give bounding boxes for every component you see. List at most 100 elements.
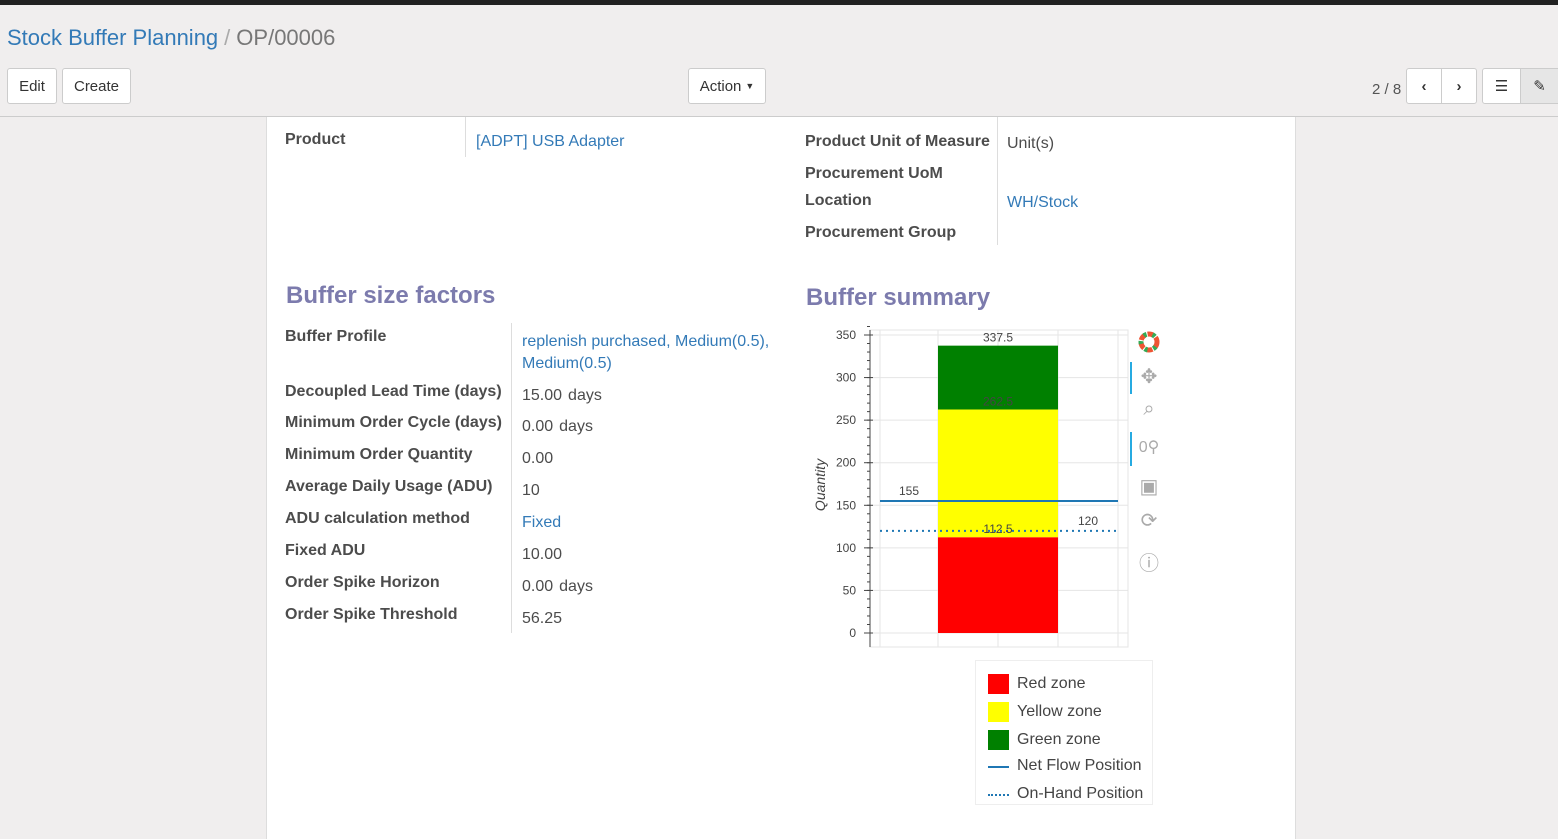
product-link[interactable]: [ADPT] USB Adapter: [476, 133, 625, 150]
zone-label-1: 262.5: [983, 395, 1013, 409]
factor-value: 0.00: [522, 448, 782, 470]
zone-label-0: 112.5: [983, 522, 1012, 536]
wheel-zoom-icon[interactable]: 0⚲: [1138, 439, 1160, 456]
caret-down-icon: ▼: [745, 81, 755, 91]
factor-label: Minimum Order Cycle (days): [285, 414, 502, 431]
legend-swatch: [988, 730, 1009, 750]
factor-unit: days: [559, 418, 593, 435]
pan-icon[interactable]: ✥: [1140, 366, 1158, 388]
y-tick-label: 300: [836, 371, 856, 385]
factor-unit: days: [568, 387, 602, 404]
next-record-button[interactable]: ›: [1441, 68, 1477, 104]
legend-item-green: Green zone: [988, 730, 1101, 750]
factor-label: Fixed ADU: [285, 542, 366, 559]
divider: [511, 323, 512, 633]
chart-legend: Red zone Yellow zone Green zone Net Flow…: [975, 660, 1153, 805]
factor-value-text: Fixed: [522, 514, 562, 531]
y-tick-label: 200: [836, 456, 856, 470]
pager-value: 2 / 8: [1372, 81, 1402, 98]
edit-button[interactable]: Edit: [7, 68, 57, 104]
factor-value: 10: [522, 480, 782, 502]
procurement-uom-label: Procurement UoM: [805, 165, 943, 182]
factor-value-text: 0.00: [522, 418, 554, 435]
buffer-summary-title: Buffer summary: [806, 284, 991, 311]
on-hand-label: 120: [1078, 514, 1098, 528]
zone-bar-1: [938, 409, 1058, 538]
buffer-factors-title: Buffer size factors: [286, 282, 496, 309]
factor-unit: days: [559, 578, 593, 595]
legend-swatch: [988, 674, 1009, 694]
box-zoom-icon[interactable]: ⌕: [1143, 398, 1155, 420]
uom-value: Unit(s): [1007, 135, 1055, 152]
action-label: Action: [699, 77, 742, 95]
legend-label: On-Hand Position: [1017, 785, 1144, 802]
legend-swatch: [988, 702, 1009, 722]
control-panel: Stock Buffer Planning / OP/00006 Edit Crea…: [0, 5, 1558, 117]
factor-value[interactable]: replenish purchased, Medium(0.5), Medium…: [522, 331, 782, 375]
factor-label: Decoupled Lead Time (days): [285, 383, 502, 400]
legend-label: Net Flow Position: [1017, 757, 1142, 774]
net-flow-label: 155: [899, 484, 919, 498]
list-icon: ☰: [1494, 78, 1509, 95]
active-tool-indicator: [1130, 432, 1132, 466]
location-label: Location: [805, 192, 872, 209]
action-dropdown[interactable]: Action ▼: [688, 68, 766, 104]
factor-value: 0.00 days: [522, 576, 782, 598]
factor-value-text: replenish purchased, Medium(0.5), Medium…: [522, 333, 770, 372]
procurement-group-label: Procurement Group: [805, 224, 957, 241]
factor-value-text: 10.00: [522, 546, 563, 563]
legend-label: Green zone: [1017, 731, 1101, 748]
chevron-left-icon: ‹: [1421, 77, 1427, 95]
factor-value: 56.25: [522, 608, 782, 630]
y-tick-label: 250: [836, 413, 856, 427]
breadcrumb: Stock Buffer Planning / OP/00006: [7, 25, 336, 50]
product-label: Product: [285, 131, 346, 148]
y-tick-label: 50: [843, 583, 857, 597]
form-view-button[interactable]: ✎: [1520, 68, 1558, 104]
y-tick-label: 100: [836, 541, 856, 555]
uom-label: Product Unit of Measure: [805, 133, 990, 150]
factor-value-text: 56.25: [522, 610, 563, 627]
factor-value-text: 15.00: [522, 387, 563, 404]
divider: [997, 117, 998, 245]
buffer-chart: 0 50 100 150 200 250 300 350 Quantity 112.5 262.5 3…: [812, 325, 1129, 648]
factor-value: 10.00: [522, 544, 782, 566]
legend-item-on-hand: On-Hand Position: [988, 785, 1143, 803]
factor-value-text: 0.00: [522, 578, 554, 595]
legend-item-yellow: Yellow zone: [988, 702, 1102, 722]
reset-icon[interactable]: ⟳: [1140, 510, 1158, 532]
legend-label: Red zone: [1017, 675, 1086, 692]
active-tool-indicator: [1130, 362, 1132, 394]
legend-line-dotted: [988, 794, 1009, 796]
y-tick-label: 350: [836, 328, 856, 342]
create-button[interactable]: Create: [62, 68, 131, 104]
y-tick-label: 0: [849, 626, 856, 640]
factor-label: Average Daily Usage (ADU): [285, 478, 493, 495]
factor-value: 0.00 days: [522, 416, 782, 438]
factor-value: 15.00 days: [522, 385, 782, 407]
breadcrumb-parent[interactable]: Stock Buffer Planning: [7, 25, 219, 50]
factor-value-text: 0.00: [522, 450, 554, 467]
y-tick-label: 150: [836, 498, 856, 512]
y-axis-label: Quantity: [812, 458, 828, 511]
factor-label: Minimum Order Quantity: [285, 446, 473, 463]
divider: [465, 117, 466, 157]
save-icon[interactable]: ▣: [1139, 476, 1159, 498]
legend-item-net-flow: Net Flow Position: [988, 757, 1142, 775]
factor-value[interactable]: Fixed: [522, 512, 782, 534]
factor-label: Order Spike Horizon: [285, 574, 440, 591]
legend-line-solid: [988, 766, 1009, 768]
zone-label-2: 337.5: [983, 331, 1013, 345]
factor-label: Order Spike Threshold: [285, 606, 458, 623]
legend-label: Yellow zone: [1017, 703, 1102, 720]
zone-bar-2: [938, 345, 1058, 410]
breadcrumb-current: OP/00006: [236, 25, 336, 50]
help-icon[interactable]: ⓘ: [1139, 553, 1159, 575]
location-link[interactable]: WH/Stock: [1007, 194, 1079, 211]
chevron-right-icon: ›: [1456, 77, 1462, 95]
list-view-button[interactable]: ☰: [1482, 68, 1521, 104]
factor-value-text: 10: [522, 482, 540, 499]
factor-label: ADU calculation method: [285, 510, 470, 527]
previous-record-button[interactable]: ‹: [1406, 68, 1442, 104]
legend-item-red: Red zone: [988, 674, 1086, 694]
